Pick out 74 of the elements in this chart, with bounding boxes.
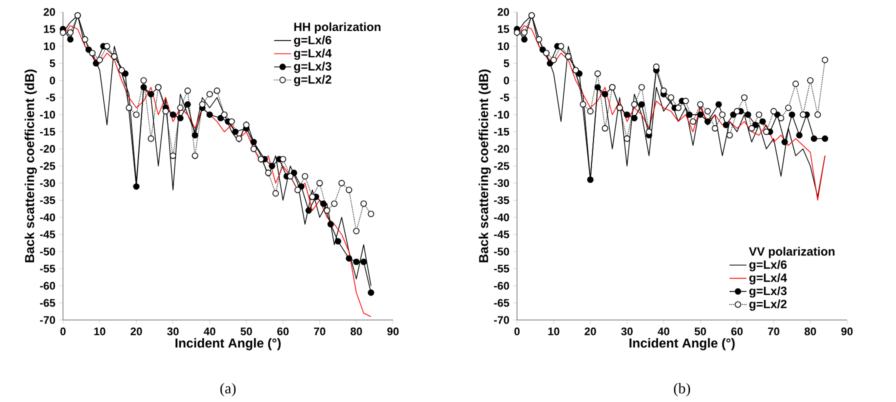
y-tick-label: -15	[40, 128, 56, 136]
x-tick-label: 60	[277, 328, 289, 336]
x-tick-label: 20	[130, 328, 142, 336]
y-tick-label: -70	[494, 316, 510, 324]
y-tick-label: -60	[40, 282, 56, 290]
legend-label: g=Lx/6	[294, 36, 332, 47]
y-tick-label: -65	[40, 299, 56, 307]
y-tick-label: -50	[40, 248, 56, 256]
x-tick-label: 80	[804, 328, 816, 336]
y-tick-label: -70	[40, 316, 56, 324]
legend-label: g=Lx/3	[749, 286, 787, 298]
legend-label: g=Lx/2	[749, 300, 787, 311]
legend-label: g=Lx/2	[294, 74, 332, 86]
y-tick-label: 0	[504, 76, 510, 84]
y-tick-label: -50	[494, 248, 510, 256]
y-axis-title: Back scattering coefficient (dB)	[478, 70, 491, 262]
x-tick-label: 80	[350, 328, 362, 336]
legend-label: g=Lx/4	[749, 273, 787, 284]
y-tick-label: -35	[40, 196, 56, 204]
y-tick-label: -35	[494, 196, 510, 204]
x-axis-title: Incident Angle (°)	[630, 338, 735, 350]
y-tick-label: 5	[504, 60, 510, 68]
legend-label: g=Lx/3	[294, 62, 332, 73]
text: (b)	[674, 382, 690, 396]
y-tick-label: -10	[40, 110, 56, 119]
x-tick-label: 10	[548, 328, 560, 336]
y-tick-label: 5	[50, 60, 56, 68]
y-tick-label: 10	[44, 42, 56, 50]
y-axis-title: Back scattering coefficient (dB)	[24, 70, 37, 262]
y-tick-label: -25	[494, 162, 510, 170]
y-tick-label: -60	[494, 282, 510, 290]
legend-title: VV polarization	[748, 246, 834, 258]
x-tick-label: 50	[694, 328, 706, 336]
legend-title: HH polarization	[294, 22, 380, 34]
y-tick-label: -25	[40, 162, 56, 170]
legend-label: g=Lx/6	[749, 260, 787, 272]
x-tick-label: 60	[731, 328, 743, 336]
y-tick-label: 0	[50, 76, 56, 84]
y-tick-label: -65	[494, 299, 510, 307]
x-tick-label: 0	[60, 328, 66, 336]
y-tick-label: -40	[494, 213, 510, 222]
y-tick-label: -30	[40, 179, 56, 188]
x-tick-label: 40	[658, 328, 670, 336]
text: (a)	[220, 382, 236, 396]
y-tick-label: -20	[494, 145, 510, 153]
y-tick-label: 15	[44, 25, 56, 33]
y-tick-label: -45	[40, 230, 56, 238]
x-tick-label: 0	[514, 328, 520, 336]
y-tick-label: 15	[498, 25, 510, 33]
y-tick-label: 20	[498, 8, 510, 16]
x-tick-label: 70	[768, 328, 780, 336]
y-tick-label: -40	[40, 213, 56, 222]
x-tick-label: 20	[584, 328, 596, 336]
y-tick-label: -45	[494, 230, 510, 238]
legend-label: g=Lx/4	[294, 48, 332, 60]
y-tick-label: -5	[500, 94, 510, 102]
x-tick-label: 90	[841, 328, 853, 336]
y-tick-label: 10	[498, 42, 510, 50]
y-tick-label: -15	[494, 128, 510, 136]
y-tick-label: -30	[494, 179, 510, 188]
y-tick-label: -20	[40, 145, 56, 153]
x-tick-label: 90	[387, 328, 399, 336]
y-tick-label: -55	[494, 264, 510, 272]
x-tick-label: 10	[94, 328, 106, 336]
y-tick-label: 20	[44, 8, 56, 16]
x-tick-label: 50	[240, 328, 252, 336]
y-tick-label: -5	[46, 94, 56, 102]
x-tick-label: 30	[621, 328, 633, 336]
x-tick-label: 30	[167, 328, 179, 336]
x-tick-label: 70	[314, 328, 326, 336]
x-tick-label: 40	[204, 328, 216, 336]
y-tick-label: -55	[40, 264, 56, 272]
x-axis-title: Incident Angle (°)	[176, 338, 281, 350]
y-tick-label: -10	[494, 110, 510, 119]
